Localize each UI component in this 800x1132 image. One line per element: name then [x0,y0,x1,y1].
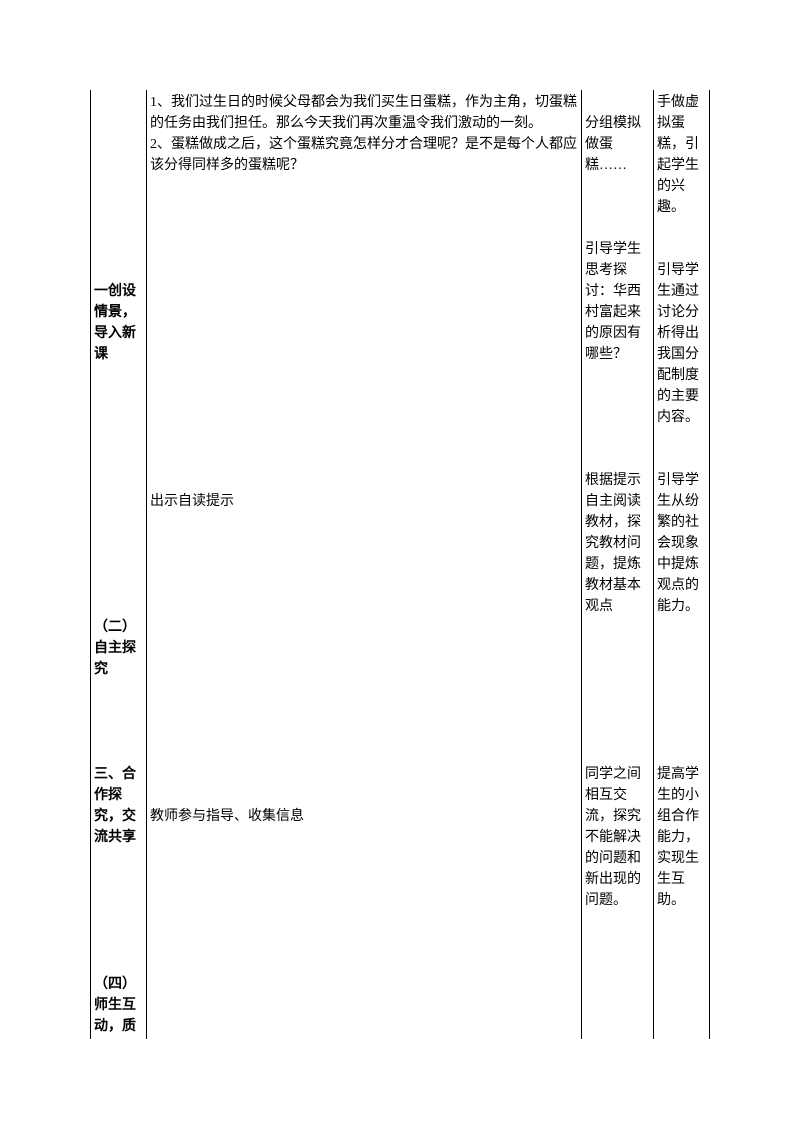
col-stage: 一创设情景，导入新课（二）自主探究三、合作探究，交流共享（四）师生互动，质 [91,90,147,1039]
stage-content: 一创设情景，导入新课（二）自主探究三、合作探究，交流共享（四）师生互动，质 [94,284,136,1034]
intent-content: 手做虚拟蛋糕，引起学生的兴趣。引导学生通过讨论分析得出我国分配制度的主要内容。引… [657,95,699,908]
student-content: 分组模拟做蛋糕……引导学生思考探讨：华西村富起来的原因有哪些？根据提示自主阅读教… [585,116,641,908]
col-student: 分组模拟做蛋糕……引导学生思考探讨：华西村富起来的原因有哪些？根据提示自主阅读教… [582,90,654,1039]
col-teacher: 1、我们过生日的时候父母都会为我们买生日蛋糕，作为主角，切蛋糕的任务由我们担任。… [147,90,582,1039]
teacher-content: 1、我们过生日的时候父母都会为我们买生日蛋糕，作为主角，切蛋糕的任务由我们担任。… [150,95,577,824]
lesson-plan-table: 一创设情景，导入新课（二）自主探究三、合作探究，交流共享（四）师生互动，质 1、… [90,90,710,1039]
col-intent: 手做虚拟蛋糕，引起学生的兴趣。引导学生通过讨论分析得出我国分配制度的主要内容。引… [654,90,710,1039]
